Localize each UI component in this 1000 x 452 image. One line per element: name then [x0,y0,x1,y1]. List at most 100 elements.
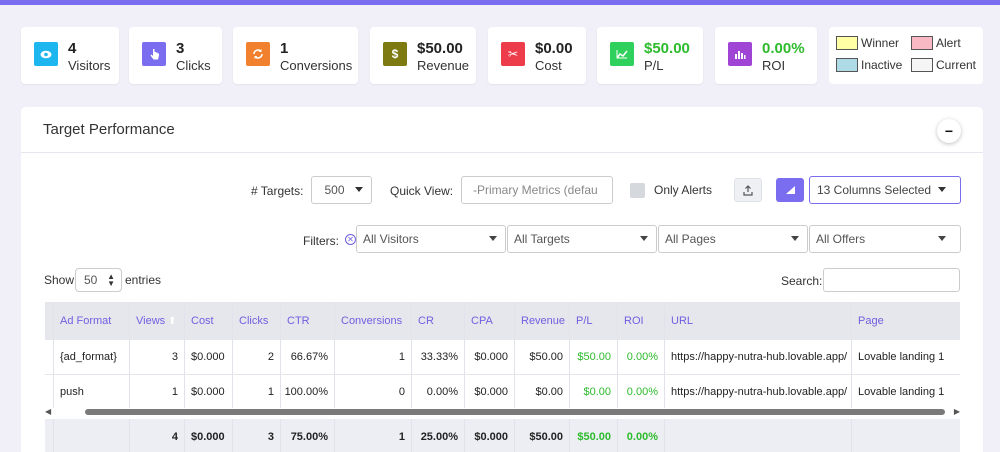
header-conversions[interactable]: Conversions [335,302,412,340]
collapse-button[interactable]: − [937,119,961,143]
stat-label: Revenue [417,58,470,73]
panel-divider [21,152,983,153]
eye-icon [34,42,58,66]
footer-revenue: $50.00 [515,419,570,452]
stat-label: P/L [644,58,664,73]
dollar-icon: $ [383,42,407,66]
header-ad-format[interactable]: Ad Format [54,302,130,340]
horizontal-scrollbar[interactable]: ◀ ▶ [45,407,960,417]
upload-icon [743,184,753,196]
table-row[interactable]: push 1 $0.000 1 100.00% 0 0.00% $0.000 $… [45,375,960,408]
footer-clicks: 3 [233,419,281,452]
header-views-label: Views [136,315,166,327]
search-input[interactable] [823,268,960,292]
header-roi[interactable]: ROI [618,302,665,340]
header-url[interactable]: URL [665,302,852,340]
quick-view-select[interactable]: -Primary Metrics (defau [461,176,613,204]
sort-asc-icon: ⬆ [168,315,177,327]
top-accent-bar [0,0,1000,5]
clear-filters-icon[interactable]: ✕ [345,234,356,245]
footer-pl: $50.00 [570,419,618,452]
footer-views: 4 [130,419,185,452]
filter-pages-value: All Pages [665,232,716,246]
stat-card-pl: $50.00 P/L [597,27,703,84]
cell-cost: $0.000 [185,340,233,374]
header-pl[interactable]: P/L [570,302,618,340]
header-gutter [45,302,54,340]
cell-roi: 0.00% [618,340,665,374]
header-cr[interactable]: CR [412,302,465,340]
stat-card-clicks: 3 Clicks [129,27,222,84]
filter-offers-select[interactable]: All Offers [809,225,961,253]
quick-view-label: Quick View: [390,184,454,198]
signal-button[interactable] [776,178,804,202]
chevron-down-icon [938,236,946,241]
header-revenue[interactable]: Revenue [515,302,570,340]
cell-cpa: $0.000 [465,375,515,408]
cell-revenue: $0.00 [515,375,570,408]
header-clicks[interactable]: Clicks [233,302,281,340]
columns-value: 13 Columns Selected [817,183,932,197]
cell-ctr: 100.00% [281,375,335,408]
chevron-down-icon [489,236,497,241]
header-cpa[interactable]: CPA [465,302,515,340]
legend-inactive: Inactive [836,58,902,72]
cell-cr: 0.00% [412,375,465,408]
scrollbar-thumb[interactable] [85,409,945,415]
cell-page: Lovable landing 1 [858,351,945,363]
filter-targets-select[interactable]: All Targets [507,225,657,253]
header-cost[interactable]: Cost [185,302,233,340]
cell-pl: $0.00 [570,375,618,408]
panel-title: Target Performance [43,121,175,138]
stat-value: 3 [176,40,185,57]
only-alerts-label: Only Alerts [654,183,713,197]
cell-roi: 0.00% [618,375,665,408]
stat-label: ROI [762,58,786,73]
chevron-down-icon [640,236,648,241]
entries-label: entries [125,273,162,287]
chevron-down-icon [938,187,946,192]
cell-cr: 33.33% [412,340,465,374]
refresh-icon [246,42,270,66]
header-views[interactable]: Views ⬆ [130,302,185,340]
targets-select[interactable]: 500 [311,176,372,204]
columns-select[interactable]: 13 Columns Selected [809,176,961,204]
filter-visitors-select[interactable]: All Visitors [356,225,506,253]
export-button[interactable] [734,178,762,202]
stat-card-roi: 0.00% ROI [715,27,817,84]
filter-visitors-value: All Visitors [363,232,419,246]
inactive-swatch [836,58,858,72]
signal-icon [785,186,795,194]
legend-current: Current [911,58,976,72]
legend-label: Alert [936,36,961,50]
pointer-icon [142,42,166,66]
stat-label: Conversions [280,58,353,73]
filter-pages-select[interactable]: All Pages [658,225,808,253]
scroll-left-icon[interactable]: ◀ [45,407,52,416]
current-swatch [911,58,933,72]
scroll-right-icon[interactable]: ▶ [953,407,960,416]
cell-clicks: 1 [233,375,281,408]
footer-cpa: $0.000 [465,419,515,452]
stat-value: 0.00% [762,40,805,57]
footer-roi: 0.00% [618,419,665,452]
cell-pl: $50.00 [570,340,618,374]
legend-winner: Winner [836,36,899,50]
header-ctr[interactable]: CTR [281,302,335,340]
row-gutter [45,419,54,452]
cell-url[interactable]: https://happy-nutra-hub.lovable.app/ [665,375,852,408]
cell-page: Lovable landing 1 [858,385,945,398]
entries-select[interactable]: 50 ▲ ▼ [75,268,122,292]
cell-url[interactable]: https://happy-nutra-hub.lovable.app/ [665,340,852,374]
legend-label: Current [936,58,977,72]
stat-value: 1 [280,40,289,57]
header-page[interactable]: Page [858,315,884,327]
target-performance-panel: Target Performance − [21,107,983,452]
footer-url [665,419,852,452]
only-alerts-checkbox[interactable] [630,183,645,198]
table-row[interactable]: {ad_format} 3 $0.000 2 66.67% 1 33.33% $… [45,340,960,375]
stat-card-revenue: $ $50.00 Revenue [370,27,476,84]
bar-chart-icon [728,42,752,66]
cell-ctr: 66.67% [281,340,335,374]
targets-value: 500 [324,183,345,197]
